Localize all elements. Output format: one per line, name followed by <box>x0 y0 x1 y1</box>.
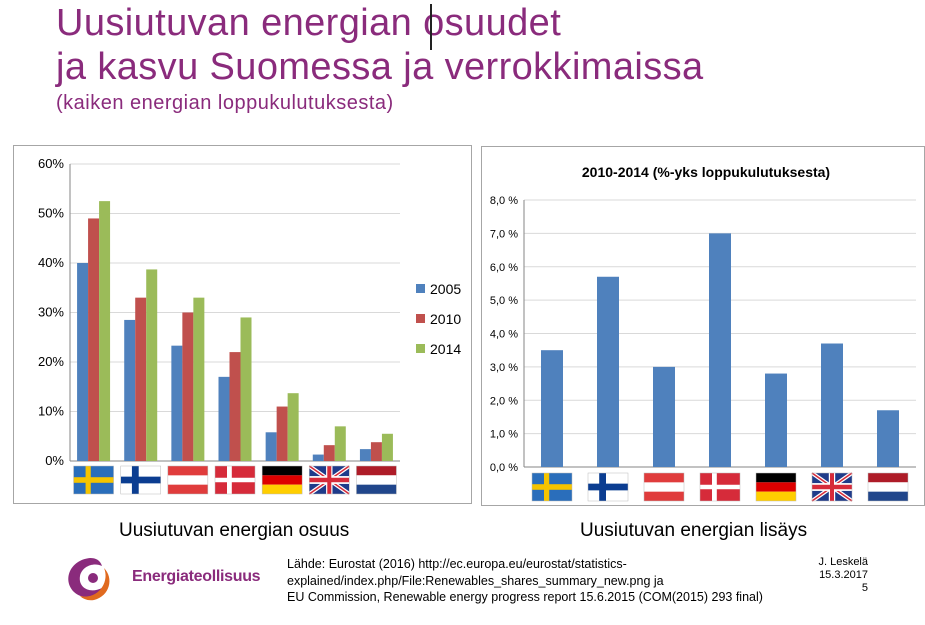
bar <box>240 317 252 461</box>
y-tick-label: 3,0 % <box>490 362 518 374</box>
growth-chart-title: 2010-2014 (%-yks loppukulutuksesta) <box>582 164 830 180</box>
bar <box>359 449 371 461</box>
legend-swatch <box>416 284 425 293</box>
slide-date: 15.3.2017 <box>819 569 868 581</box>
denmark-flag-icon <box>214 465 256 495</box>
y-tick-label: 0,0 % <box>490 462 518 474</box>
germany-flag-icon <box>755 472 797 502</box>
bar <box>821 343 843 467</box>
bar <box>653 366 675 467</box>
text-cursor <box>430 4 432 50</box>
netherlands-flag-icon <box>356 465 397 495</box>
growth-chart-panel: 2010-2014 (%-yks loppukulutuksesta) 0,0 %… <box>481 146 925 506</box>
bar <box>124 319 136 461</box>
uk-flag-icon <box>308 464 351 496</box>
share-chart-panel: 0% 10% 20% 30% 40% 50% 60% 2005 2010 2014 <box>13 145 472 504</box>
uk-flag-icon <box>810 471 854 503</box>
slide-title-line2: ja kasvu Suomessa ja verrokkimaissa <box>56 46 704 88</box>
legend-label: 2014 <box>430 341 461 357</box>
y-tick-label: 5,0 % <box>490 295 518 307</box>
source-line: explained/index.php/File:Renewables_shar… <box>287 573 664 588</box>
y-tick-label: 7,0 % <box>490 228 518 240</box>
growth-chart: 2010-2014 (%-yks loppukulutuksesta) 0,0 %… <box>490 164 916 503</box>
y-tick-label: 30% <box>38 305 64 320</box>
source-line: EU Commission, Renewable energy progress… <box>287 590 763 604</box>
legend-label: 2010 <box>430 311 461 327</box>
sweden-flag-icon <box>73 465 114 495</box>
austria-flag-icon <box>167 465 209 495</box>
legend-label: 2005 <box>430 281 461 297</box>
logo-swirl-icon <box>68 558 110 601</box>
bar <box>218 376 230 461</box>
bar <box>597 276 619 467</box>
sweden-flag-icon <box>531 472 573 502</box>
bar <box>323 445 335 461</box>
legend-swatch <box>416 314 425 323</box>
bar <box>182 312 194 461</box>
bar <box>312 454 324 461</box>
author-block: J. Leskelä 15.3.2017 5 <box>808 556 868 595</box>
finland-flag-icon <box>587 472 629 502</box>
bar <box>135 297 147 461</box>
slide-subtitle: (kaiken energian loppukulutuksesta) <box>56 92 394 114</box>
bar <box>334 426 346 461</box>
bar <box>99 201 111 461</box>
page-number: 5 <box>861 582 868 594</box>
bar <box>765 373 787 467</box>
y-tick-label: 2,0 % <box>490 395 518 407</box>
y-tick-label: 20% <box>38 354 64 369</box>
y-tick-label: 0% <box>45 453 64 468</box>
logo-text: Energiateollisuus <box>132 568 261 585</box>
bar <box>287 393 299 461</box>
y-tick-label: 6,0 % <box>490 262 518 274</box>
bar <box>229 352 241 461</box>
y-tick-label: 1,0 % <box>490 429 518 441</box>
bar <box>265 432 277 461</box>
bar <box>709 233 731 467</box>
source-note: Lähde: Eurostat (2016) http://ec.europa.… <box>287 556 763 606</box>
bar <box>276 406 288 461</box>
bar <box>171 345 183 461</box>
y-tick-label: 60% <box>38 156 64 171</box>
netherlands-flag-icon <box>867 472 909 502</box>
finland-flag-icon <box>120 465 161 495</box>
share-chart-caption: Uusiutuvan energian osuus <box>119 520 350 541</box>
bar <box>77 263 89 461</box>
slide-title-line1: Uusiutuvan energian osuudet <box>56 2 562 44</box>
y-tick-label: 40% <box>38 255 64 270</box>
bar <box>381 433 393 461</box>
denmark-flag-icon <box>699 472 741 502</box>
y-tick-label: 50% <box>38 206 64 221</box>
source-line: Lähde: Eurostat (2016) http://ec.europa.… <box>287 557 627 571</box>
y-tick-label: 4,0 % <box>490 329 518 341</box>
growth-chart-caption: Uusiutuvan energian lisäys <box>580 520 808 541</box>
y-tick-label: 8,0 % <box>490 195 518 207</box>
germany-flag-icon <box>261 465 303 495</box>
legend-swatch <box>416 344 425 353</box>
bar <box>193 297 205 461</box>
bar <box>88 218 100 461</box>
bar <box>541 350 563 467</box>
bar <box>146 269 158 461</box>
energiateollisuus-logo: Energiateollisuus <box>60 552 261 602</box>
bar <box>370 442 382 461</box>
author-name: J. Leskelä <box>818 556 868 568</box>
share-chart: 0% 10% 20% 30% 40% 50% 60% 2005 2010 2014 <box>38 156 461 496</box>
austria-flag-icon <box>643 472 685 502</box>
y-tick-label: 10% <box>38 404 64 419</box>
bar <box>877 410 899 467</box>
